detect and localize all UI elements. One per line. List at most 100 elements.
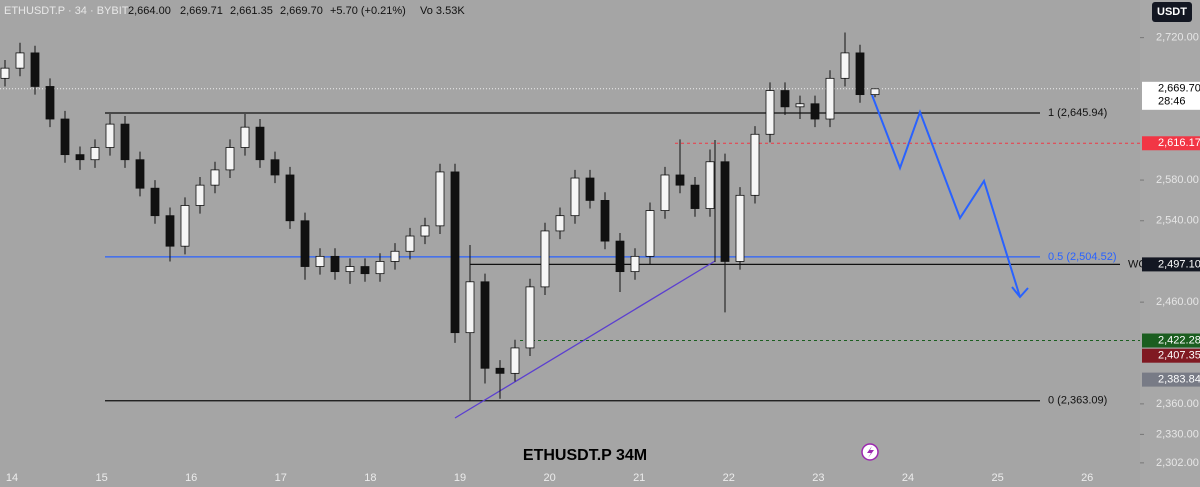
x-tick-label: 18	[364, 472, 376, 484]
header-volume: Vo 3.53K	[420, 5, 465, 17]
candle-body	[795, 103, 805, 108]
candle-body	[675, 174, 685, 186]
candle-body	[30, 52, 40, 87]
price-marker	[1142, 333, 1200, 348]
candle-body	[60, 118, 70, 156]
level-label: 1 (2,645.94)	[1048, 107, 1107, 119]
candle-body	[705, 161, 715, 209]
level-label: 0 (2,363.09)	[1048, 395, 1107, 407]
price-marker	[1142, 257, 1200, 272]
candle-body	[855, 52, 865, 96]
price-axis	[1140, 0, 1200, 487]
candle-body	[90, 147, 100, 161]
y-tick-label: 2,580.00	[1156, 174, 1199, 186]
trend-line	[454, 260, 716, 419]
candle-body	[120, 123, 130, 161]
price-marker-label: 2,383.84	[1158, 374, 1200, 386]
price-marker	[1142, 81, 1200, 110]
candle-body	[255, 126, 265, 161]
currency: USDT	[1157, 6, 1187, 18]
y-tick-label: 2,302.00	[1156, 457, 1199, 469]
candle-body	[240, 126, 250, 148]
candle-body	[270, 159, 280, 176]
candle-body	[450, 171, 460, 334]
header-open: 2,664.00	[128, 5, 171, 17]
header-close: 2,669.70	[280, 5, 323, 17]
candle-body	[660, 174, 670, 211]
candle-body	[105, 123, 115, 148]
candle-body	[285, 174, 295, 222]
projection-path	[871, 94, 1029, 299]
price-marker-label: 2,407.35	[1158, 350, 1200, 362]
candle-body	[315, 255, 325, 267]
candle-body	[750, 133, 760, 196]
candle-body	[225, 147, 235, 171]
header-change: +5.70 (+0.21%)	[330, 5, 406, 17]
price-marker-label: 2,616.17	[1158, 137, 1200, 149]
price-marker	[1142, 136, 1200, 151]
x-tick-label: 19	[454, 472, 466, 484]
candle-body	[180, 205, 190, 247]
y-tick-label: 2,460.00	[1156, 296, 1199, 308]
price-marker-label: 2,422.28	[1158, 334, 1200, 346]
price-marker-label: 2,497.10	[1158, 258, 1200, 270]
candle-body	[345, 266, 355, 273]
flash-icon-bolt	[867, 446, 874, 458]
candle-body	[510, 347, 520, 374]
x-tick-label: 20	[543, 472, 555, 484]
candle-body	[555, 215, 565, 232]
candle-body	[540, 230, 550, 288]
x-tick-label: 14	[6, 472, 18, 484]
y-tick-label: 2,360.00	[1156, 398, 1199, 410]
countdown: 28:46	[1158, 96, 1186, 108]
candle-body	[480, 281, 490, 369]
candle-body	[465, 281, 475, 334]
candle-body	[330, 255, 340, 273]
candle-body	[645, 210, 655, 257]
price-marker	[1142, 372, 1200, 387]
y-tick-label: 2,540.00	[1156, 215, 1199, 227]
candle-body	[375, 261, 385, 275]
x-tick-label: 25	[991, 472, 1003, 484]
candle-body	[765, 90, 775, 135]
candle-body	[150, 187, 160, 217]
candle-body	[390, 250, 400, 262]
candle-body	[630, 255, 640, 273]
candle-body	[405, 235, 415, 252]
x-tick-label: 16	[185, 472, 197, 484]
candle-body	[165, 215, 175, 247]
candle-body	[495, 367, 505, 374]
candle-body	[45, 86, 55, 120]
x-tick-label: 21	[633, 472, 645, 484]
currency-button[interactable]	[1152, 2, 1192, 22]
candle-body	[585, 177, 595, 201]
y-tick-label: 2,330.00	[1156, 428, 1199, 440]
candle-body	[0, 67, 10, 79]
header-low: 2,661.35	[230, 5, 273, 17]
candle-body	[780, 90, 790, 108]
level-label: 0.5 (2,504.52)	[1048, 251, 1117, 263]
candle-body	[870, 88, 880, 96]
x-tick-label: 26	[1081, 472, 1093, 484]
candle-body	[525, 286, 535, 349]
x-tick-label: 23	[812, 472, 824, 484]
candle-body	[600, 200, 610, 242]
symbol: ETHUSDT.P · 34 · BYBIT	[4, 5, 129, 17]
price-marker	[1142, 348, 1200, 363]
candle-body	[135, 159, 145, 189]
candle-body	[810, 103, 820, 120]
header-high: 2,669.71	[180, 5, 223, 17]
candle-body	[195, 184, 205, 206]
candle-body	[615, 240, 625, 273]
chart-title: ETHUSDT.P 34M	[523, 447, 647, 464]
candle-body	[75, 154, 85, 161]
candle-body	[210, 169, 220, 186]
candle-body	[735, 194, 745, 262]
candle-body	[435, 171, 445, 227]
candle-body	[420, 225, 430, 237]
y-tick-label: 2,720.00	[1156, 32, 1199, 44]
x-tick-label: 15	[95, 472, 107, 484]
candle-body	[300, 220, 310, 267]
